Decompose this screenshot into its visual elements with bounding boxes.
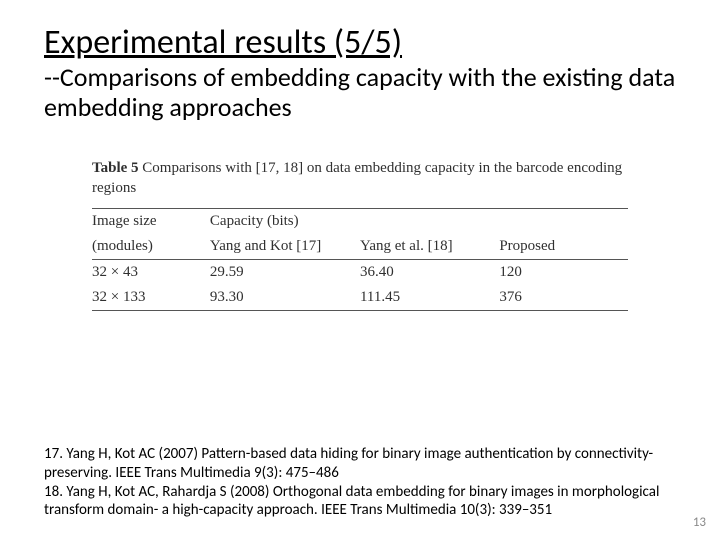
col-image-size: Image size [92,209,210,235]
ref-18: 18. Yang H, Kot AC, Rahardja S (2008) Or… [44,483,676,521]
slide: Experimental results (5/5) --Comparisons… [0,0,720,540]
table-caption-label: Table 5 [92,160,139,176]
cell-size: 32 × 43 [92,260,210,286]
col-modules: (modules) [92,234,210,260]
cell-proposed: 120 [499,260,628,286]
cell-ye: 111.45 [360,285,499,311]
page-number: 13 [693,515,706,530]
cell-size: 32 × 133 [92,285,210,311]
cell-yk: 29.59 [210,260,360,286]
table-caption-text: Comparisons with [17, 18] on data embedd… [92,160,622,196]
capacity-table: Image size Capacity (bits) (modules) Yan… [92,208,628,311]
header-row-2: (modules) Yang and Kot [17] Yang et al. … [92,234,628,260]
table-caption: Table 5 Comparisons with [17, 18] on dat… [92,159,628,198]
table-row: 32 × 133 93.30 111.45 376 [92,285,628,311]
references: 17. Yang H, Kot AC (2007) Pattern-based … [44,445,676,520]
slide-subtitle: --Comparisons of embedding capacity with… [44,63,676,123]
table-row: 32 × 43 29.59 36.40 120 [92,260,628,286]
cell-yk: 93.30 [210,285,360,311]
col-yang-kot: Yang and Kot [17] [210,234,360,260]
ref-17: 17. Yang H, Kot AC (2007) Pattern-based … [44,445,676,483]
col-capacity: Capacity (bits) [210,209,628,235]
slide-title: Experimental results (5/5) [44,24,676,61]
cell-proposed: 376 [499,285,628,311]
col-proposed: Proposed [499,234,628,260]
table-5: Table 5 Comparisons with [17, 18] on dat… [92,159,628,311]
col-yang-etal: Yang et al. [18] [360,234,499,260]
header-row-1: Image size Capacity (bits) [92,209,628,235]
cell-ye: 36.40 [360,260,499,286]
